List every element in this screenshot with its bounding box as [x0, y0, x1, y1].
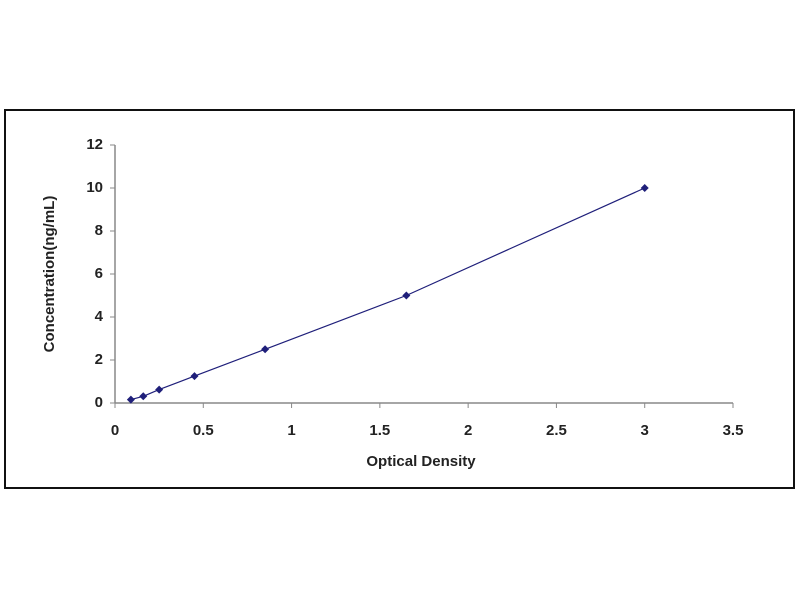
data-point [139, 392, 148, 401]
x-tick-label: 2.5 [546, 422, 567, 439]
y-tick-label: 8 [95, 222, 103, 239]
data-point [126, 395, 135, 404]
x-axis-label: Optical Density [366, 453, 476, 470]
x-tick-label: 3.5 [723, 422, 744, 439]
chart-frame [4, 109, 795, 489]
y-tick-label: 0 [95, 394, 103, 411]
data-point [155, 385, 164, 394]
y-tick-label: 4 [95, 308, 104, 325]
y-axis-label: Concentration(ng/mL) [41, 196, 58, 353]
data-point [190, 372, 199, 381]
y-tick-label: 6 [95, 265, 103, 282]
x-tick-label: 3 [641, 422, 649, 439]
y-tick-label: 10 [86, 179, 103, 196]
x-tick-label: 0.5 [193, 422, 214, 439]
x-tick-label: 2 [464, 422, 472, 439]
data-point [261, 345, 270, 354]
x-tick-label: 0 [111, 422, 119, 439]
data-point [402, 291, 411, 300]
data-point [640, 184, 649, 192]
x-tick-label: 1 [287, 422, 295, 439]
x-tick-label: 1.5 [369, 422, 390, 439]
y-tick-label: 12 [86, 136, 103, 153]
y-tick-label: 2 [95, 351, 103, 368]
